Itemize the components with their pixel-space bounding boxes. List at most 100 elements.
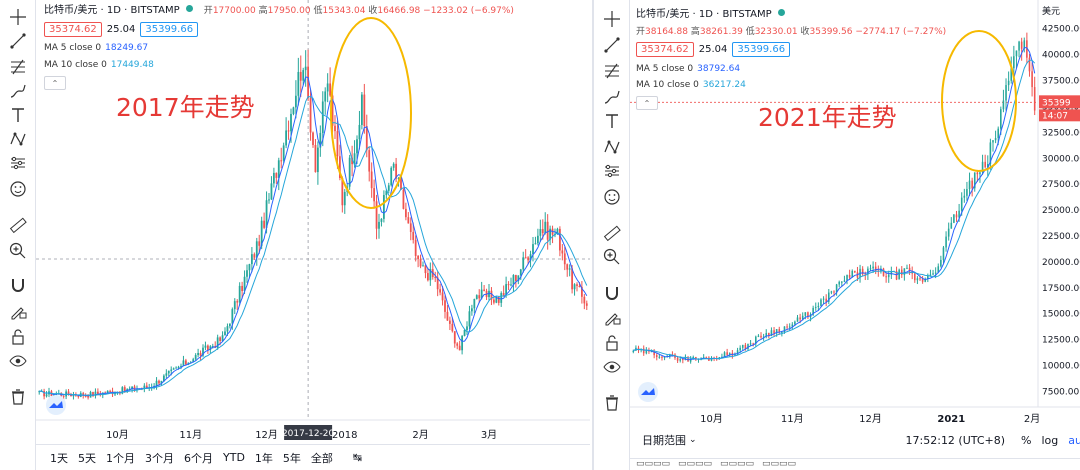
candle-body	[1013, 56, 1015, 69]
goto-date-icon[interactable]: ↹	[352, 451, 363, 464]
fib-icon[interactable]	[600, 60, 624, 82]
eye-icon[interactable]	[600, 356, 624, 378]
tab-stub[interactable]: ▭▭▭▭	[636, 459, 671, 469]
candle-body	[544, 221, 547, 234]
tab-stub[interactable]: ▭▭▭▭	[678, 459, 713, 469]
fib-icon[interactable]	[6, 56, 30, 78]
candle-body	[752, 343, 754, 345]
trash-icon[interactable]	[600, 392, 624, 414]
lock-icon[interactable]	[6, 326, 30, 348]
y-tick-label: 25000.00	[1042, 206, 1080, 216]
buy-price-box[interactable]: 35399.66	[732, 42, 791, 57]
eye-icon[interactable]	[6, 350, 30, 372]
candlestick-chart-2021[interactable]: 42500.0040000.0037500.0035000.0032500.00…	[630, 0, 1080, 430]
magnet-icon[interactable]	[6, 274, 30, 296]
trash-icon[interactable]	[6, 386, 30, 408]
candle-body	[463, 329, 466, 336]
ma5-line	[633, 46, 1036, 361]
prediction-icon[interactable]	[600, 160, 624, 182]
candle-body	[488, 290, 490, 298]
percent-toggle[interactable]: %	[1021, 433, 1032, 447]
auto-toggle[interactable]: au	[1068, 433, 1080, 447]
range-3m[interactable]: 3个月	[145, 451, 174, 465]
lock-pencil-icon[interactable]	[600, 306, 624, 328]
candle-body	[395, 163, 398, 179]
candlestick-chart-2017[interactable]: 10月 11月 12月 2018 2月 3月 2017-12-20	[36, 0, 590, 444]
candle-body	[170, 369, 173, 371]
candle-body	[512, 275, 515, 285]
emoji-icon[interactable]	[600, 186, 624, 208]
lock-pencil-icon[interactable]	[6, 300, 30, 322]
zoom-in-icon[interactable]	[600, 246, 624, 268]
candle-body	[248, 264, 251, 271]
candle-body	[439, 289, 442, 293]
candle-body	[914, 273, 916, 281]
brush-icon[interactable]	[600, 86, 624, 108]
candle-body	[682, 358, 684, 361]
pattern-icon[interactable]	[600, 136, 624, 158]
candle-body	[929, 274, 932, 277]
crosshair-icon[interactable]	[6, 6, 30, 28]
zoom-in-icon[interactable]	[6, 240, 30, 262]
candle-body	[382, 195, 385, 219]
text-icon[interactable]	[600, 110, 624, 132]
collapse-legend-button[interactable]: ⌃	[44, 76, 66, 90]
market-status-dot	[777, 9, 785, 16]
pattern-icon[interactable]	[6, 128, 30, 150]
candle-body	[940, 259, 942, 267]
sell-price-box[interactable]: 35374.62	[44, 22, 102, 37]
tab-stub[interactable]: ▭▭▭▭	[720, 459, 755, 469]
candle-body	[407, 217, 410, 224]
ma5-legend[interactable]: MA 5 close 0 38792.64	[636, 64, 741, 74]
date-range-button[interactable]: 日期范围	[642, 434, 686, 447]
range-5y[interactable]: 5年	[282, 451, 301, 465]
candle-body	[958, 210, 960, 218]
currency-label: 美元	[1042, 5, 1060, 17]
ma5-legend[interactable]: MA 5 close 0 18249.67	[44, 43, 149, 53]
trend-line-icon[interactable]	[600, 34, 624, 56]
candle-body	[830, 291, 833, 293]
tab-stub[interactable]: ▭▭▭▭	[762, 459, 797, 469]
candle-body	[158, 380, 160, 384]
brush-icon[interactable]	[6, 80, 30, 102]
candle-body	[204, 345, 207, 348]
range-1y[interactable]: 1年	[254, 451, 273, 465]
candle-body	[833, 291, 835, 293]
candle-body	[676, 357, 679, 361]
candle-body	[167, 370, 170, 374]
ruler-icon[interactable]	[6, 214, 30, 236]
range-1d[interactable]: 1天	[50, 451, 68, 465]
candle-body	[109, 390, 112, 392]
x-tick-label: 10月	[700, 413, 723, 425]
text-icon[interactable]	[6, 104, 30, 126]
range-all[interactable]: 全部	[310, 451, 333, 465]
lock-icon[interactable]	[600, 332, 624, 354]
candle-body	[705, 357, 708, 359]
candle-body	[470, 308, 473, 312]
candle-body	[804, 312, 807, 316]
ruler-icon[interactable]	[600, 222, 624, 244]
ma10-legend[interactable]: MA 10 close 0 17449.48	[44, 60, 154, 70]
candle-body	[492, 299, 495, 303]
crosshair-icon[interactable]	[600, 8, 624, 30]
magnet-icon[interactable]	[600, 282, 624, 304]
range-5d[interactable]: 5天	[78, 451, 96, 465]
trend-line-icon[interactable]	[6, 30, 30, 52]
buy-price-box[interactable]: 35399.66	[140, 22, 199, 37]
collapse-legend-button[interactable]: ⌃	[636, 96, 658, 110]
candle-body	[360, 94, 363, 125]
candle-body	[812, 307, 814, 315]
candle-body	[250, 254, 253, 265]
tradingview-logo	[638, 382, 658, 402]
ma10-legend[interactable]: MA 10 close 0 36217.24	[636, 80, 746, 90]
emoji-icon[interactable]	[6, 178, 30, 200]
range-ytd[interactable]: YTD	[223, 451, 245, 464]
prediction-icon[interactable]	[6, 152, 30, 174]
log-toggle[interactable]: log	[1041, 433, 1059, 447]
range-1m[interactable]: 1个月	[106, 451, 135, 465]
candle-body	[390, 167, 393, 186]
candle-body	[175, 367, 178, 369]
sell-price-box[interactable]: 35374.62	[636, 42, 694, 57]
range-6m[interactable]: 6个月	[184, 451, 213, 465]
y-tick-label: 37500.00	[1042, 77, 1080, 87]
